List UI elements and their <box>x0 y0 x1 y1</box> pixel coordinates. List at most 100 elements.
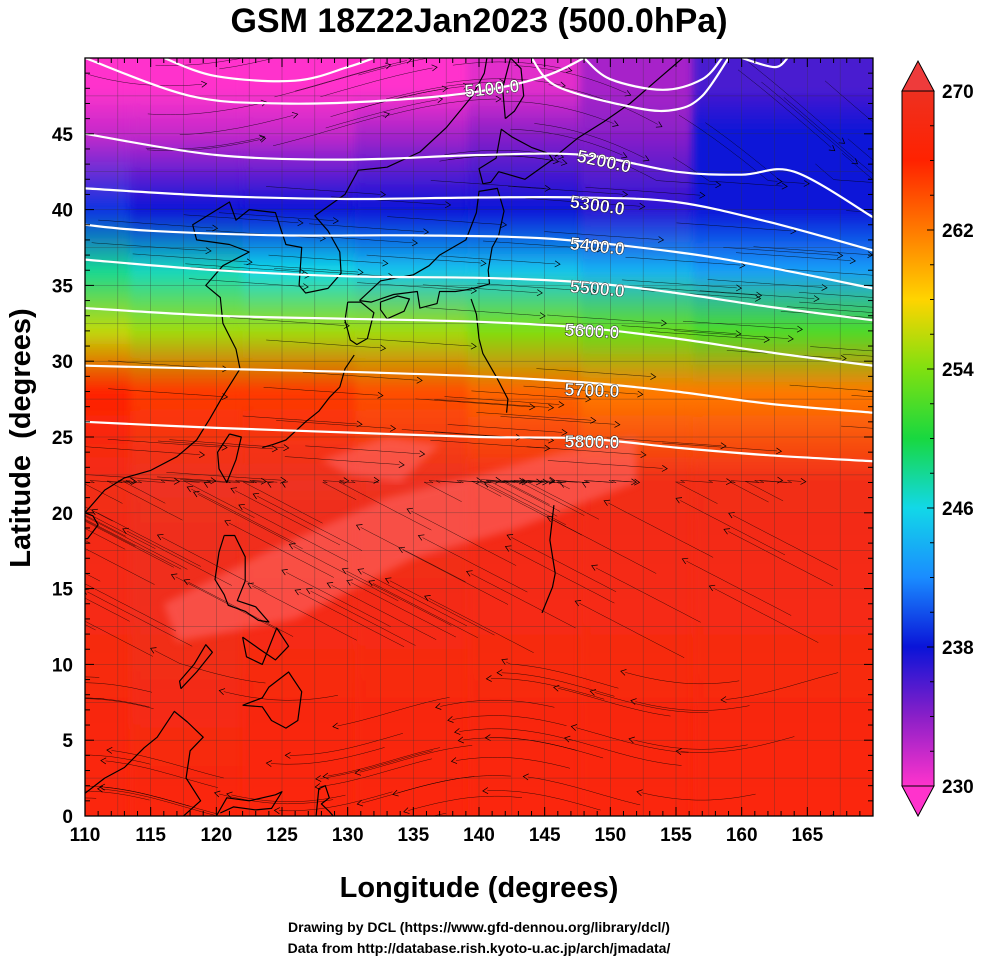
streamline-arrow <box>482 787 489 795</box>
streamline <box>263 387 379 396</box>
streamline <box>621 325 737 334</box>
streamline-arrow <box>266 481 274 488</box>
streamline <box>278 791 393 812</box>
streamline-arrow <box>106 746 113 754</box>
streamline-arrow <box>198 451 206 459</box>
streamline-arrow <box>603 499 611 506</box>
streamline <box>452 61 568 70</box>
coastline-hainan <box>85 512 99 540</box>
streamline-arrow <box>230 487 238 494</box>
streamline-arrow <box>260 477 267 485</box>
streamline <box>430 180 546 189</box>
contour-line-5100.0 <box>85 58 585 105</box>
streamline <box>197 493 303 549</box>
streamline-arrow <box>416 376 423 384</box>
streamline-arrow <box>183 578 191 586</box>
streamline-arrow <box>465 570 473 577</box>
streamline-arrow <box>544 185 551 192</box>
streamline-arrow <box>650 373 657 380</box>
streamline <box>500 416 616 425</box>
streamline-arrow <box>639 202 646 210</box>
streamline-arrow <box>422 228 430 236</box>
x-tick-label: 115 <box>135 825 166 846</box>
streamline-arrow <box>252 492 260 500</box>
coastline-sakhalin <box>502 58 525 120</box>
y-tick-label: 40 <box>52 201 73 222</box>
streamline <box>85 528 126 550</box>
colorbar-top-arrow <box>901 59 935 92</box>
streamline <box>85 480 132 504</box>
y-tick-label: 20 <box>52 504 73 525</box>
streamline <box>707 279 823 288</box>
streamline-arrow <box>79 512 85 518</box>
streamline <box>320 750 433 779</box>
streamline-arrow <box>699 191 706 199</box>
streamline <box>85 514 126 537</box>
streamline <box>242 415 358 425</box>
streamline <box>276 420 392 429</box>
streamline <box>745 480 802 502</box>
streamline-arrow <box>955 431 960 437</box>
streamline-arrow <box>46 527 52 533</box>
streamline <box>725 672 839 700</box>
streamline-arrow <box>591 564 598 571</box>
y-tick-label: 35 <box>52 276 74 297</box>
streamline <box>85 698 154 709</box>
streamline <box>397 775 511 794</box>
streamline <box>476 412 592 421</box>
streamline-arrow <box>406 507 414 515</box>
streamline-arrow <box>590 416 597 424</box>
streamline <box>268 254 384 264</box>
streamline-arrow <box>775 447 783 455</box>
streamline-arrow <box>504 545 512 552</box>
streamline <box>358 58 430 76</box>
streamline-arrow <box>291 111 299 119</box>
streamline <box>505 661 619 689</box>
streamline-arrow <box>268 49 274 55</box>
colorbar-tick-label: 230 <box>942 777 974 798</box>
streamline-arrow <box>470 342 477 350</box>
streamline <box>434 399 549 408</box>
streamline <box>422 284 538 293</box>
streamline <box>423 480 480 502</box>
streamline <box>780 268 873 276</box>
streamline-arrow <box>417 534 425 541</box>
streamline <box>123 480 175 504</box>
streamline <box>85 790 150 801</box>
streamline-arrow <box>390 425 397 432</box>
streamline-arrow <box>332 217 339 225</box>
streamline <box>309 223 424 233</box>
streamline-arrow <box>435 703 442 710</box>
streamline-arrow <box>590 287 598 295</box>
streamline <box>132 253 248 263</box>
streamline <box>145 137 261 150</box>
x-axis-label: Longitude (degrees) <box>340 872 619 904</box>
streamline-arrow <box>354 769 362 776</box>
coastline-kyushu <box>344 301 375 346</box>
streamline-arrow <box>380 344 387 352</box>
contour-line-5600.0 <box>85 307 873 367</box>
streamline-arrow <box>471 49 476 55</box>
streamline-arrow <box>398 546 406 554</box>
streamline-arrow <box>67 574 73 580</box>
streamline-arrow <box>33 684 39 690</box>
streamline <box>105 760 218 788</box>
streamline <box>728 531 834 587</box>
streamline <box>85 697 150 708</box>
streamline <box>273 114 385 147</box>
streamline <box>633 739 748 750</box>
x-tick-label: 150 <box>594 825 626 846</box>
streamline-arrow <box>875 176 880 182</box>
streamline <box>299 592 405 648</box>
streamline-arrow <box>368 580 375 587</box>
coastline-taiwan <box>217 433 242 484</box>
streamline-arrow <box>539 312 546 320</box>
streamline-arrow <box>73 783 78 789</box>
streamline <box>270 747 385 765</box>
streamline-arrow <box>620 152 628 159</box>
streamline <box>732 515 838 570</box>
coastline-visayas <box>242 627 290 666</box>
coastline-sulawesi <box>215 791 283 816</box>
streamline <box>815 163 873 183</box>
streamline <box>425 307 541 316</box>
